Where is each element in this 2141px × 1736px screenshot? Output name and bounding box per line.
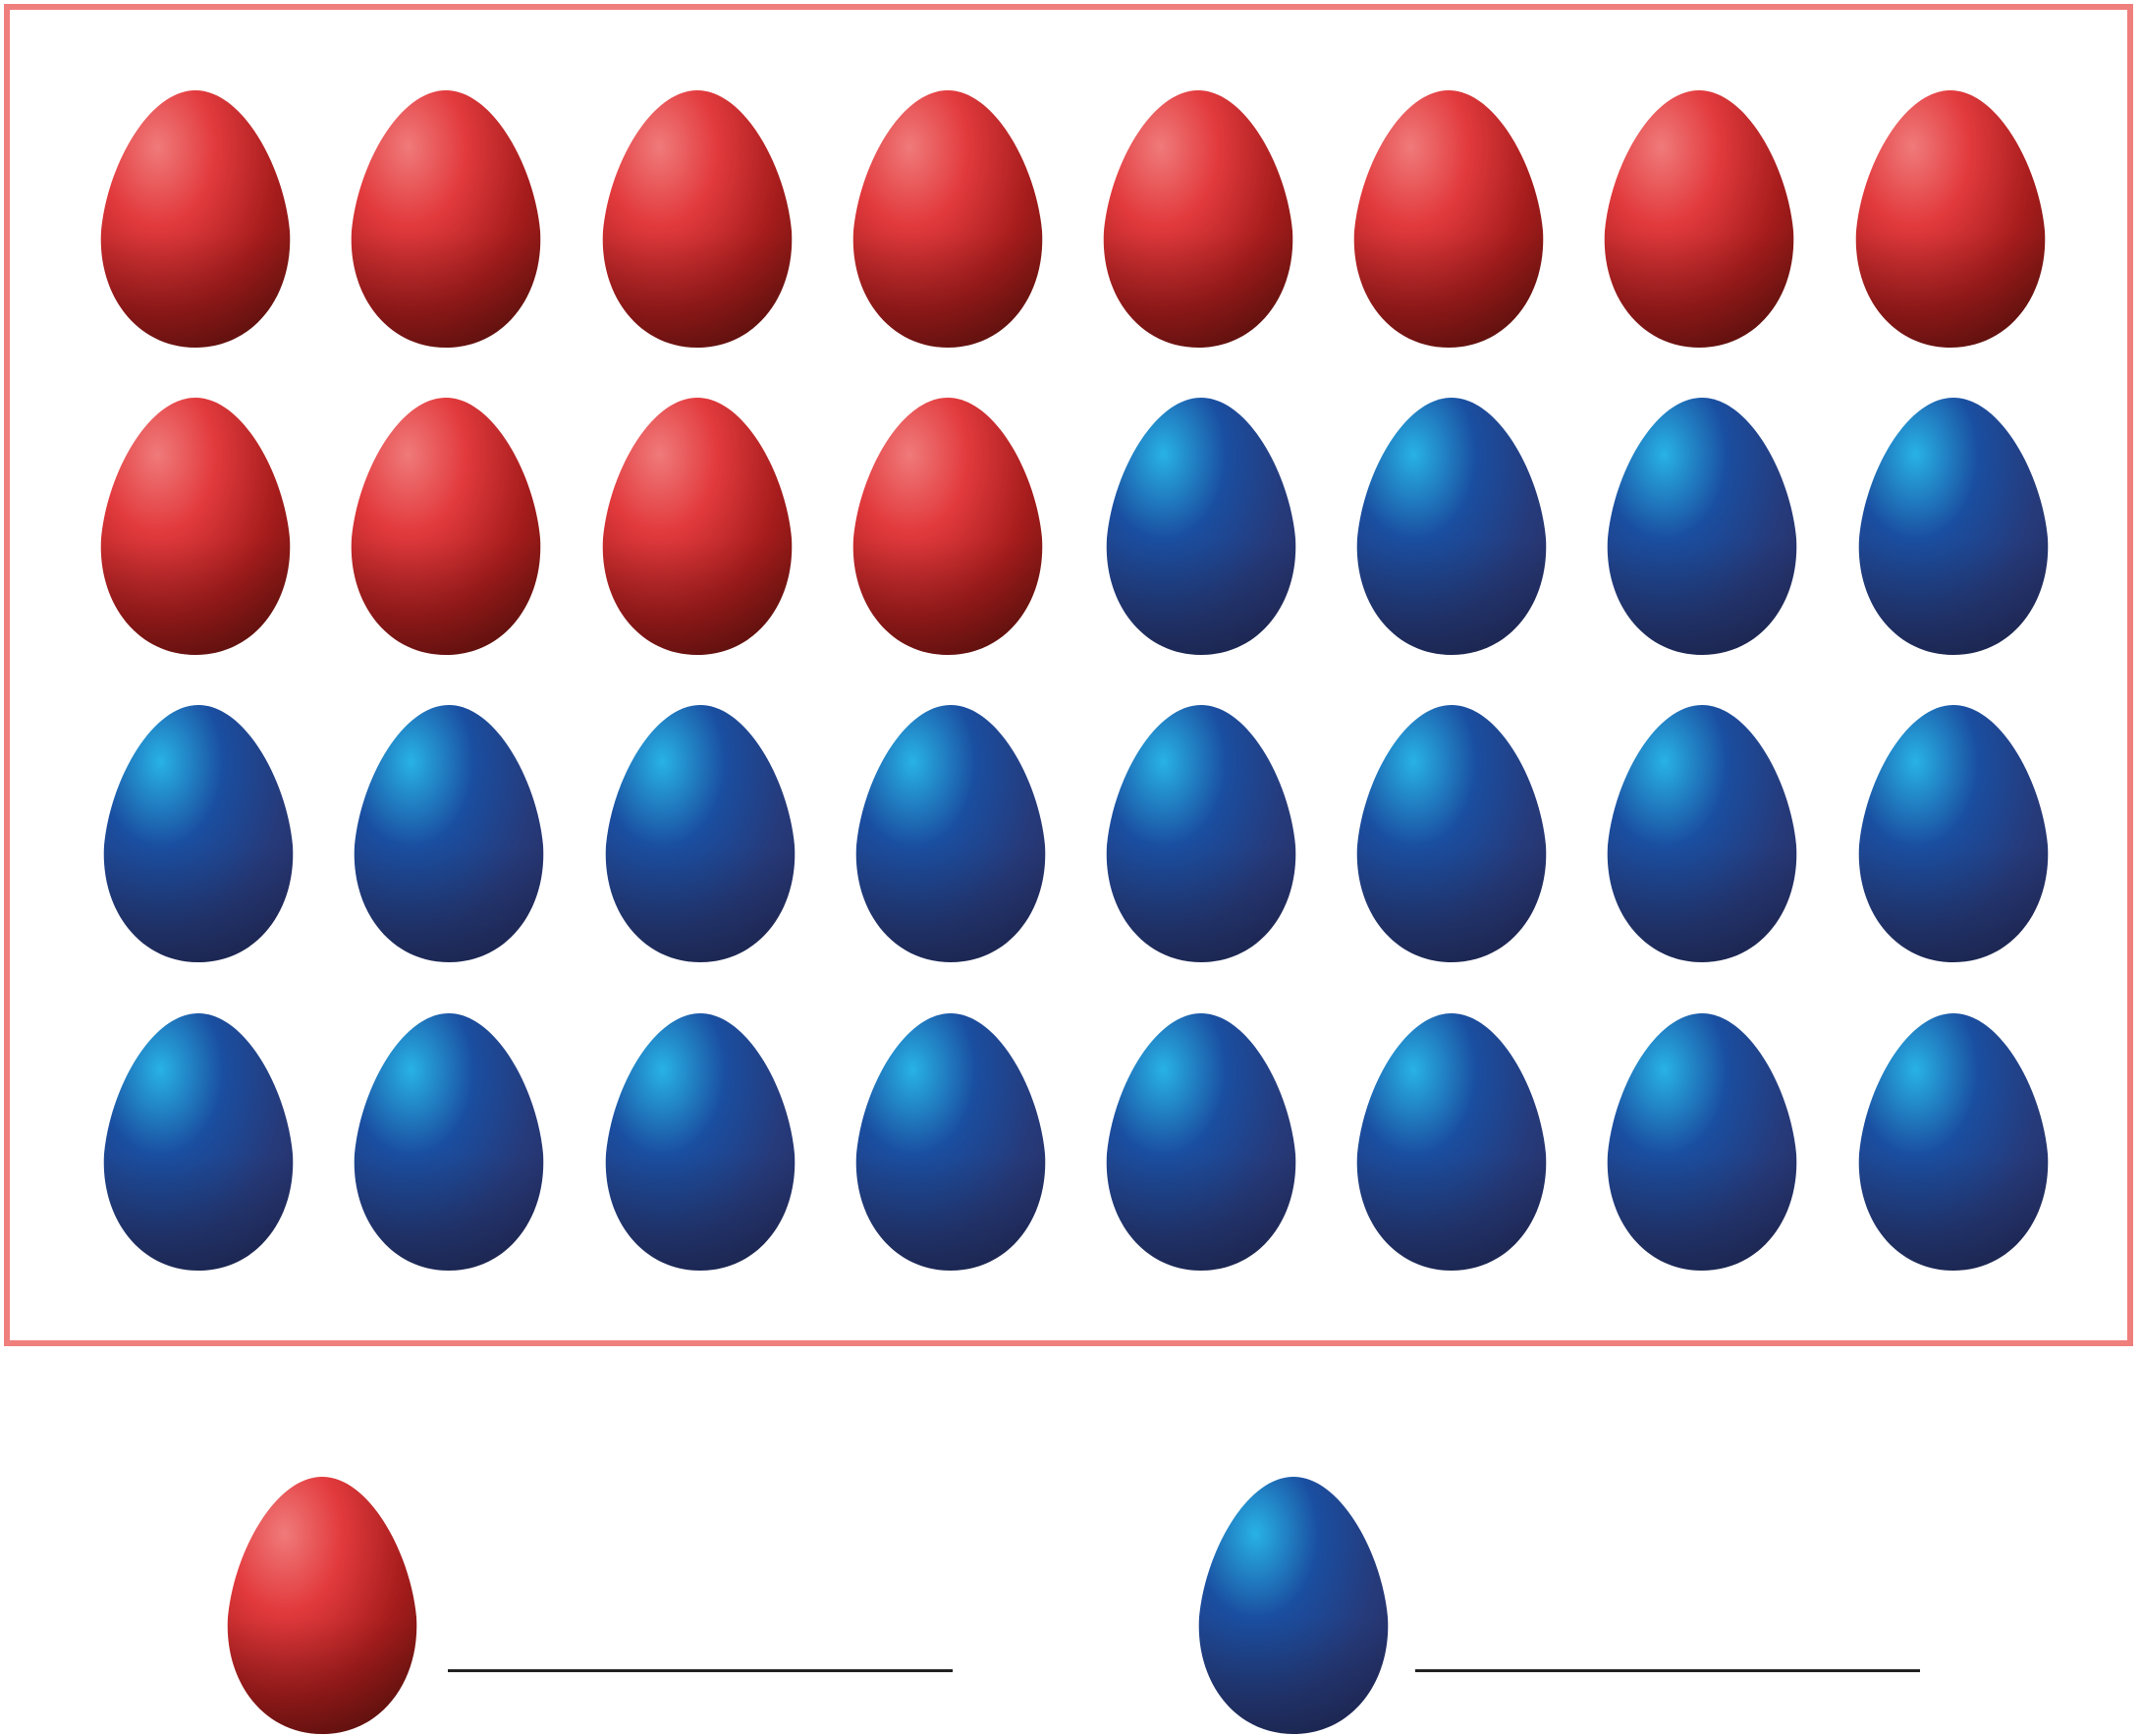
egg-grid-frame: [4, 4, 2133, 1346]
blue-egg: [1855, 1011, 2052, 1273]
red-egg: [1601, 88, 1797, 350]
red-egg: [599, 396, 796, 657]
red-egg: [850, 396, 1046, 657]
blue-egg: [1604, 1011, 1800, 1273]
blue-egg: [1103, 1011, 1299, 1273]
blue-egg: [1855, 703, 2052, 964]
blue-egg: [100, 1011, 297, 1273]
blue-egg: [351, 703, 547, 964]
blue-egg: [100, 703, 297, 964]
blue-egg: [602, 1011, 798, 1273]
red-egg: [97, 396, 294, 657]
blue-egg: [1353, 396, 1550, 657]
red-egg: [348, 88, 544, 350]
red-egg: [1852, 88, 2049, 350]
red-egg: [850, 88, 1046, 350]
legend-blue-egg: [1195, 1475, 1392, 1736]
blue-egg: [852, 1011, 1049, 1273]
blue-egg: [602, 703, 798, 964]
red-egg: [348, 396, 544, 657]
blue-egg: [1604, 396, 1800, 657]
blue-egg: [1604, 703, 1800, 964]
red-egg: [1350, 88, 1547, 350]
answer-line-blue[interactable]: [1415, 1669, 1920, 1672]
red-egg: [97, 88, 294, 350]
answer-line-red[interactable]: [448, 1669, 953, 1672]
blue-egg: [1103, 396, 1299, 657]
red-egg: [599, 88, 796, 350]
blue-egg: [1353, 1011, 1550, 1273]
blue-egg: [351, 1011, 547, 1273]
red-egg: [1100, 88, 1296, 350]
legend-red-egg: [224, 1475, 420, 1736]
blue-egg: [852, 703, 1049, 964]
blue-egg: [1855, 396, 2052, 657]
blue-egg: [1103, 703, 1299, 964]
blue-egg: [1353, 703, 1550, 964]
